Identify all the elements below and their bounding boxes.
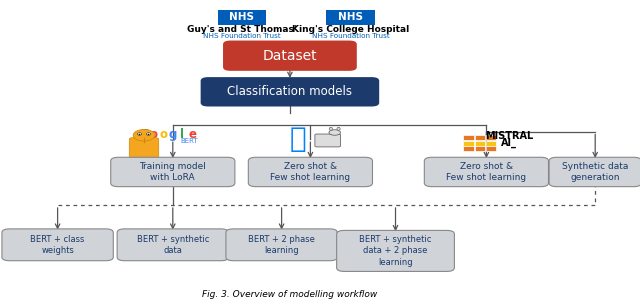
Text: MISTRAL: MISTRAL — [484, 131, 533, 141]
FancyBboxPatch shape — [549, 157, 640, 187]
Text: ⧟: ⧟ — [289, 125, 306, 153]
Text: BERT: BERT — [180, 138, 198, 144]
FancyBboxPatch shape — [463, 141, 474, 146]
Text: AI_: AI_ — [501, 137, 516, 148]
Text: o: o — [159, 128, 167, 141]
FancyBboxPatch shape — [463, 146, 474, 151]
Ellipse shape — [133, 129, 155, 141]
FancyBboxPatch shape — [2, 229, 113, 261]
FancyBboxPatch shape — [337, 230, 454, 271]
FancyBboxPatch shape — [475, 141, 485, 146]
Text: Dataset: Dataset — [262, 49, 317, 63]
Text: Guy's and St Thomas': Guy's and St Thomas' — [187, 24, 297, 34]
Text: e: e — [188, 128, 196, 141]
FancyBboxPatch shape — [111, 157, 235, 187]
Text: King's College Hospital: King's College Hospital — [292, 24, 410, 34]
FancyBboxPatch shape — [201, 77, 380, 106]
Text: BERT + 2 phase
learning: BERT + 2 phase learning — [248, 235, 315, 255]
FancyBboxPatch shape — [218, 10, 266, 25]
Text: Zero shot &
Few shot learning: Zero shot & Few shot learning — [446, 162, 527, 182]
FancyBboxPatch shape — [424, 157, 548, 187]
Ellipse shape — [147, 133, 151, 135]
FancyBboxPatch shape — [226, 229, 337, 261]
Text: l: l — [180, 128, 184, 141]
FancyBboxPatch shape — [475, 146, 485, 151]
Text: BERT + synthetic
data: BERT + synthetic data — [136, 235, 209, 255]
Ellipse shape — [147, 134, 150, 135]
Text: NHS: NHS — [229, 12, 255, 22]
Ellipse shape — [329, 127, 333, 130]
Text: Zero shot &
Few shot learning: Zero shot & Few shot learning — [270, 162, 351, 182]
Text: Classification models: Classification models — [227, 85, 353, 98]
Text: o: o — [150, 128, 157, 141]
FancyBboxPatch shape — [315, 134, 340, 147]
Text: Synthetic data
generation: Synthetic data generation — [562, 162, 628, 182]
FancyBboxPatch shape — [463, 135, 474, 140]
FancyBboxPatch shape — [486, 135, 496, 140]
Text: NHS Foundation Trust: NHS Foundation Trust — [312, 33, 390, 39]
FancyBboxPatch shape — [326, 10, 375, 25]
Text: BERT + synthetic
data + 2 phase
learning: BERT + synthetic data + 2 phase learning — [359, 235, 432, 267]
Ellipse shape — [337, 127, 340, 130]
Text: NHS Foundation Trust: NHS Foundation Trust — [203, 33, 281, 39]
Text: NHS: NHS — [338, 12, 364, 22]
Text: BERT + class
weights: BERT + class weights — [31, 235, 84, 255]
FancyBboxPatch shape — [223, 41, 357, 71]
FancyBboxPatch shape — [486, 146, 496, 151]
FancyBboxPatch shape — [475, 135, 485, 140]
Text: Fig. 3. Overview of modelling workflow: Fig. 3. Overview of modelling workflow — [202, 290, 378, 299]
FancyBboxPatch shape — [129, 138, 159, 161]
Text: Training model
with LoRA: Training model with LoRA — [140, 162, 206, 182]
Ellipse shape — [139, 134, 141, 135]
FancyBboxPatch shape — [117, 229, 228, 261]
FancyBboxPatch shape — [248, 157, 372, 187]
Text: G: G — [139, 128, 149, 141]
Ellipse shape — [138, 133, 142, 135]
Ellipse shape — [329, 130, 340, 135]
FancyBboxPatch shape — [486, 141, 496, 146]
Text: g: g — [168, 128, 177, 141]
